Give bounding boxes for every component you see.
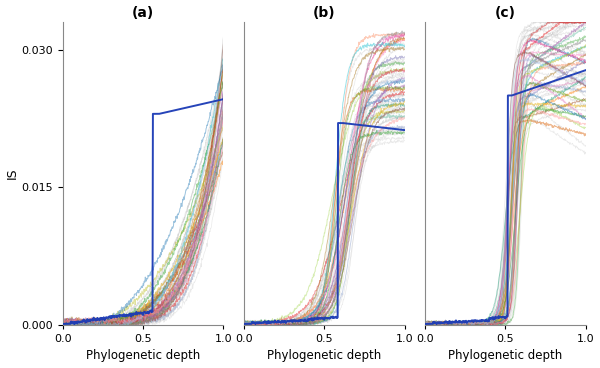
X-axis label: Phylogenetic depth: Phylogenetic depth [267,350,381,362]
X-axis label: Phylogenetic depth: Phylogenetic depth [448,350,562,362]
X-axis label: Phylogenetic depth: Phylogenetic depth [86,350,200,362]
Title: (c): (c) [495,6,516,20]
Title: (b): (b) [313,6,335,20]
Y-axis label: IS: IS [5,168,19,179]
Title: (a): (a) [132,6,154,20]
